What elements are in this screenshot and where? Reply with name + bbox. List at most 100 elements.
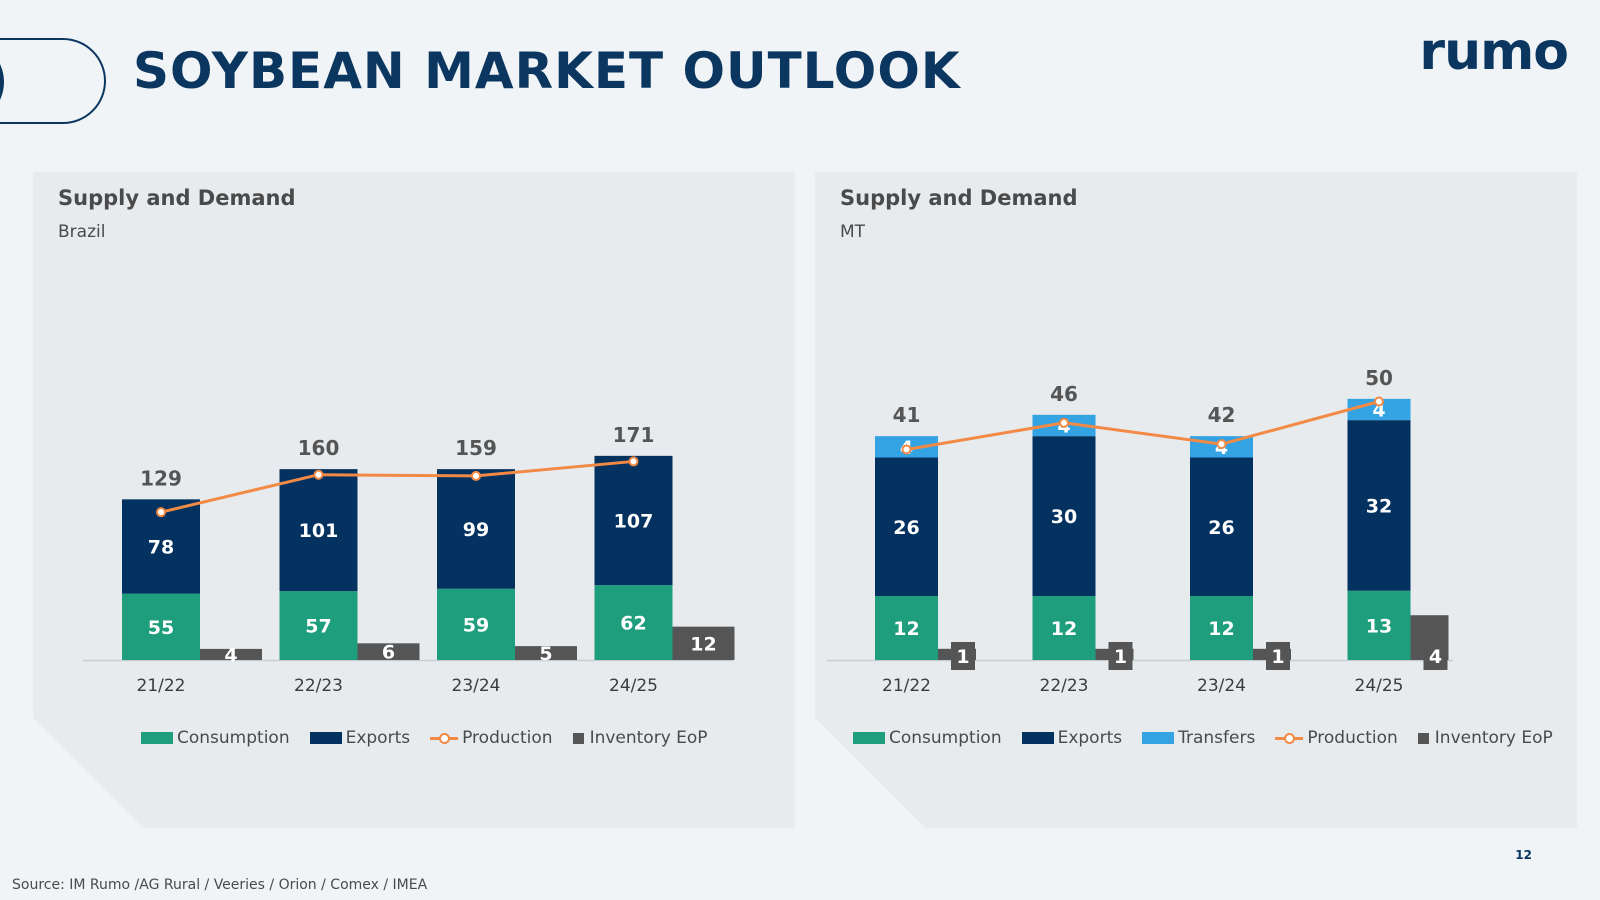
x-tick-label: 21/22	[882, 676, 931, 696]
bar-consumption	[875, 596, 938, 660]
bar-exports	[1190, 457, 1253, 597]
legend-label-transfers: Transfers	[1178, 728, 1256, 748]
legend-label-production: Production	[1307, 728, 1398, 748]
legend-item-production: Production	[1275, 728, 1398, 748]
source-note: Source: IM Rumo /AG Rural / Veeries / Or…	[12, 877, 428, 893]
data-label-inventory-eop: 1	[956, 646, 969, 668]
legend-swatch-inventory	[1417, 732, 1429, 744]
data-label-consumption: 59	[463, 614, 489, 636]
legend-swatch-consumption	[141, 732, 173, 744]
legend-label-inventory: Inventory EoP	[589, 728, 708, 748]
data-label-inventory-eop: 4	[224, 644, 237, 666]
bar-transfers	[1347, 398, 1411, 421]
bar-consumption	[1347, 590, 1411, 660]
data-label-exports: 32	[1366, 495, 1392, 517]
total-label: 42	[1208, 403, 1236, 427]
bar-consumption	[437, 588, 515, 660]
bar-consumption	[1032, 596, 1096, 660]
chart-brazil-svg: 55 78 21/22 129 4 57 101 22/23 160 6 59 99 23/24 159 5…	[83, 423, 735, 696]
bar-exports	[1032, 436, 1096, 597]
production-point	[313, 469, 324, 480]
total-label: 160	[298, 436, 340, 460]
inventory-badge	[1423, 642, 1448, 670]
production-point	[901, 444, 912, 455]
production-line	[906, 400, 1380, 451]
x-tick-label: 21/22	[137, 676, 186, 696]
page-title: SOYBEAN MARKET OUTLOOK	[133, 42, 961, 100]
data-label-consumption: 12	[1208, 618, 1234, 640]
chart-mt-svg: 1226421/224111230422/234611226423/244211…	[827, 366, 1453, 696]
production-point	[628, 456, 639, 467]
chart-legend: Consumption Exports Transfers Production…	[853, 728, 1553, 748]
chart-title: Supply and Demand	[840, 186, 1078, 210]
bar-exports	[279, 469, 358, 592]
data-label-inventory-eop: 4	[1429, 646, 1442, 668]
data-label-exports: 26	[893, 517, 919, 539]
data-label-exports: 30	[1051, 506, 1077, 528]
total-label: 159	[455, 436, 497, 460]
bar-inventory-eop	[200, 648, 262, 660]
legend-label-production: Production	[462, 728, 553, 748]
rumo-logo: rumo	[1419, 22, 1569, 82]
production-point	[1374, 396, 1384, 407]
legend-item-transfers: Transfers	[1142, 728, 1255, 748]
legend-swatch-production	[1275, 732, 1304, 744]
data-label-consumption: 57	[305, 616, 331, 638]
production-line	[160, 459, 634, 514]
legend-swatch-transfers	[1142, 732, 1175, 744]
legend-label-consumption: Consumption	[889, 728, 1002, 748]
legend-label-inventory: Inventory EoP	[1434, 728, 1553, 748]
bar-consumption	[594, 585, 673, 660]
bar-consumption	[1190, 596, 1253, 660]
chart-legend: Consumption Exports Production Inventory…	[141, 728, 708, 748]
x-tick-label: 23/24	[1197, 676, 1246, 696]
total-label: 129	[140, 466, 182, 490]
x-tick-label: 24/25	[1355, 676, 1404, 696]
total-label: 41	[893, 403, 921, 427]
inventory-badge	[951, 642, 975, 670]
legend-item-exports: Exports	[309, 728, 411, 748]
production-point	[471, 470, 481, 481]
legend-swatch-exports	[309, 732, 342, 744]
data-label-exports: 99	[463, 519, 489, 541]
bar-inventory-eop	[357, 643, 420, 660]
bar-consumption	[279, 591, 358, 660]
legend-label-consumption: Consumption	[177, 728, 290, 748]
inventory-badge	[1108, 642, 1133, 670]
legend-swatch-production	[430, 732, 459, 744]
x-tick-label: 24/25	[609, 676, 658, 696]
production-point	[156, 507, 166, 518]
legend-item-production: Production	[430, 728, 553, 748]
legend-label-exports: Exports	[1057, 728, 1123, 748]
legend-label-exports: Exports	[345, 728, 411, 748]
data-label-inventory-eop: 1	[1271, 646, 1284, 668]
legend-swatch-inventory	[572, 732, 584, 744]
legend-item-inventory: Inventory EoP	[1417, 728, 1553, 748]
bar-inventory-eop	[672, 626, 735, 660]
x-tick-label: 23/24	[452, 676, 501, 696]
legend-item-inventory: Inventory EoP	[572, 728, 708, 748]
inventory-badge	[1266, 642, 1290, 670]
data-label-exports: 78	[148, 536, 174, 558]
data-label-consumption: 55	[148, 617, 174, 639]
bar-exports	[594, 455, 673, 586]
total-label: 171	[613, 423, 655, 447]
chart-subtitle: Brazil	[58, 222, 106, 242]
data-label-exports: 107	[614, 510, 654, 532]
data-label-consumption: 12	[893, 618, 919, 640]
legend-item-consumption: Consumption	[853, 728, 1002, 748]
data-label-inventory-eop: 12	[690, 633, 716, 655]
x-tick-label: 22/23	[294, 676, 343, 696]
bar-consumption	[122, 593, 200, 660]
page-number: 12	[1515, 848, 1532, 862]
data-label-consumption: 13	[1366, 615, 1392, 637]
legend-swatch-exports	[1021, 732, 1054, 744]
total-label: 50	[1365, 366, 1393, 390]
total-label: 46	[1050, 382, 1078, 406]
data-label-consumption: 12	[1051, 618, 1077, 640]
data-label-exports: 101	[299, 520, 339, 542]
data-label-inventory-eop: 6	[382, 642, 395, 664]
x-tick-label: 22/23	[1040, 676, 1089, 696]
bar-exports	[437, 469, 515, 589]
production-point	[1059, 417, 1069, 428]
